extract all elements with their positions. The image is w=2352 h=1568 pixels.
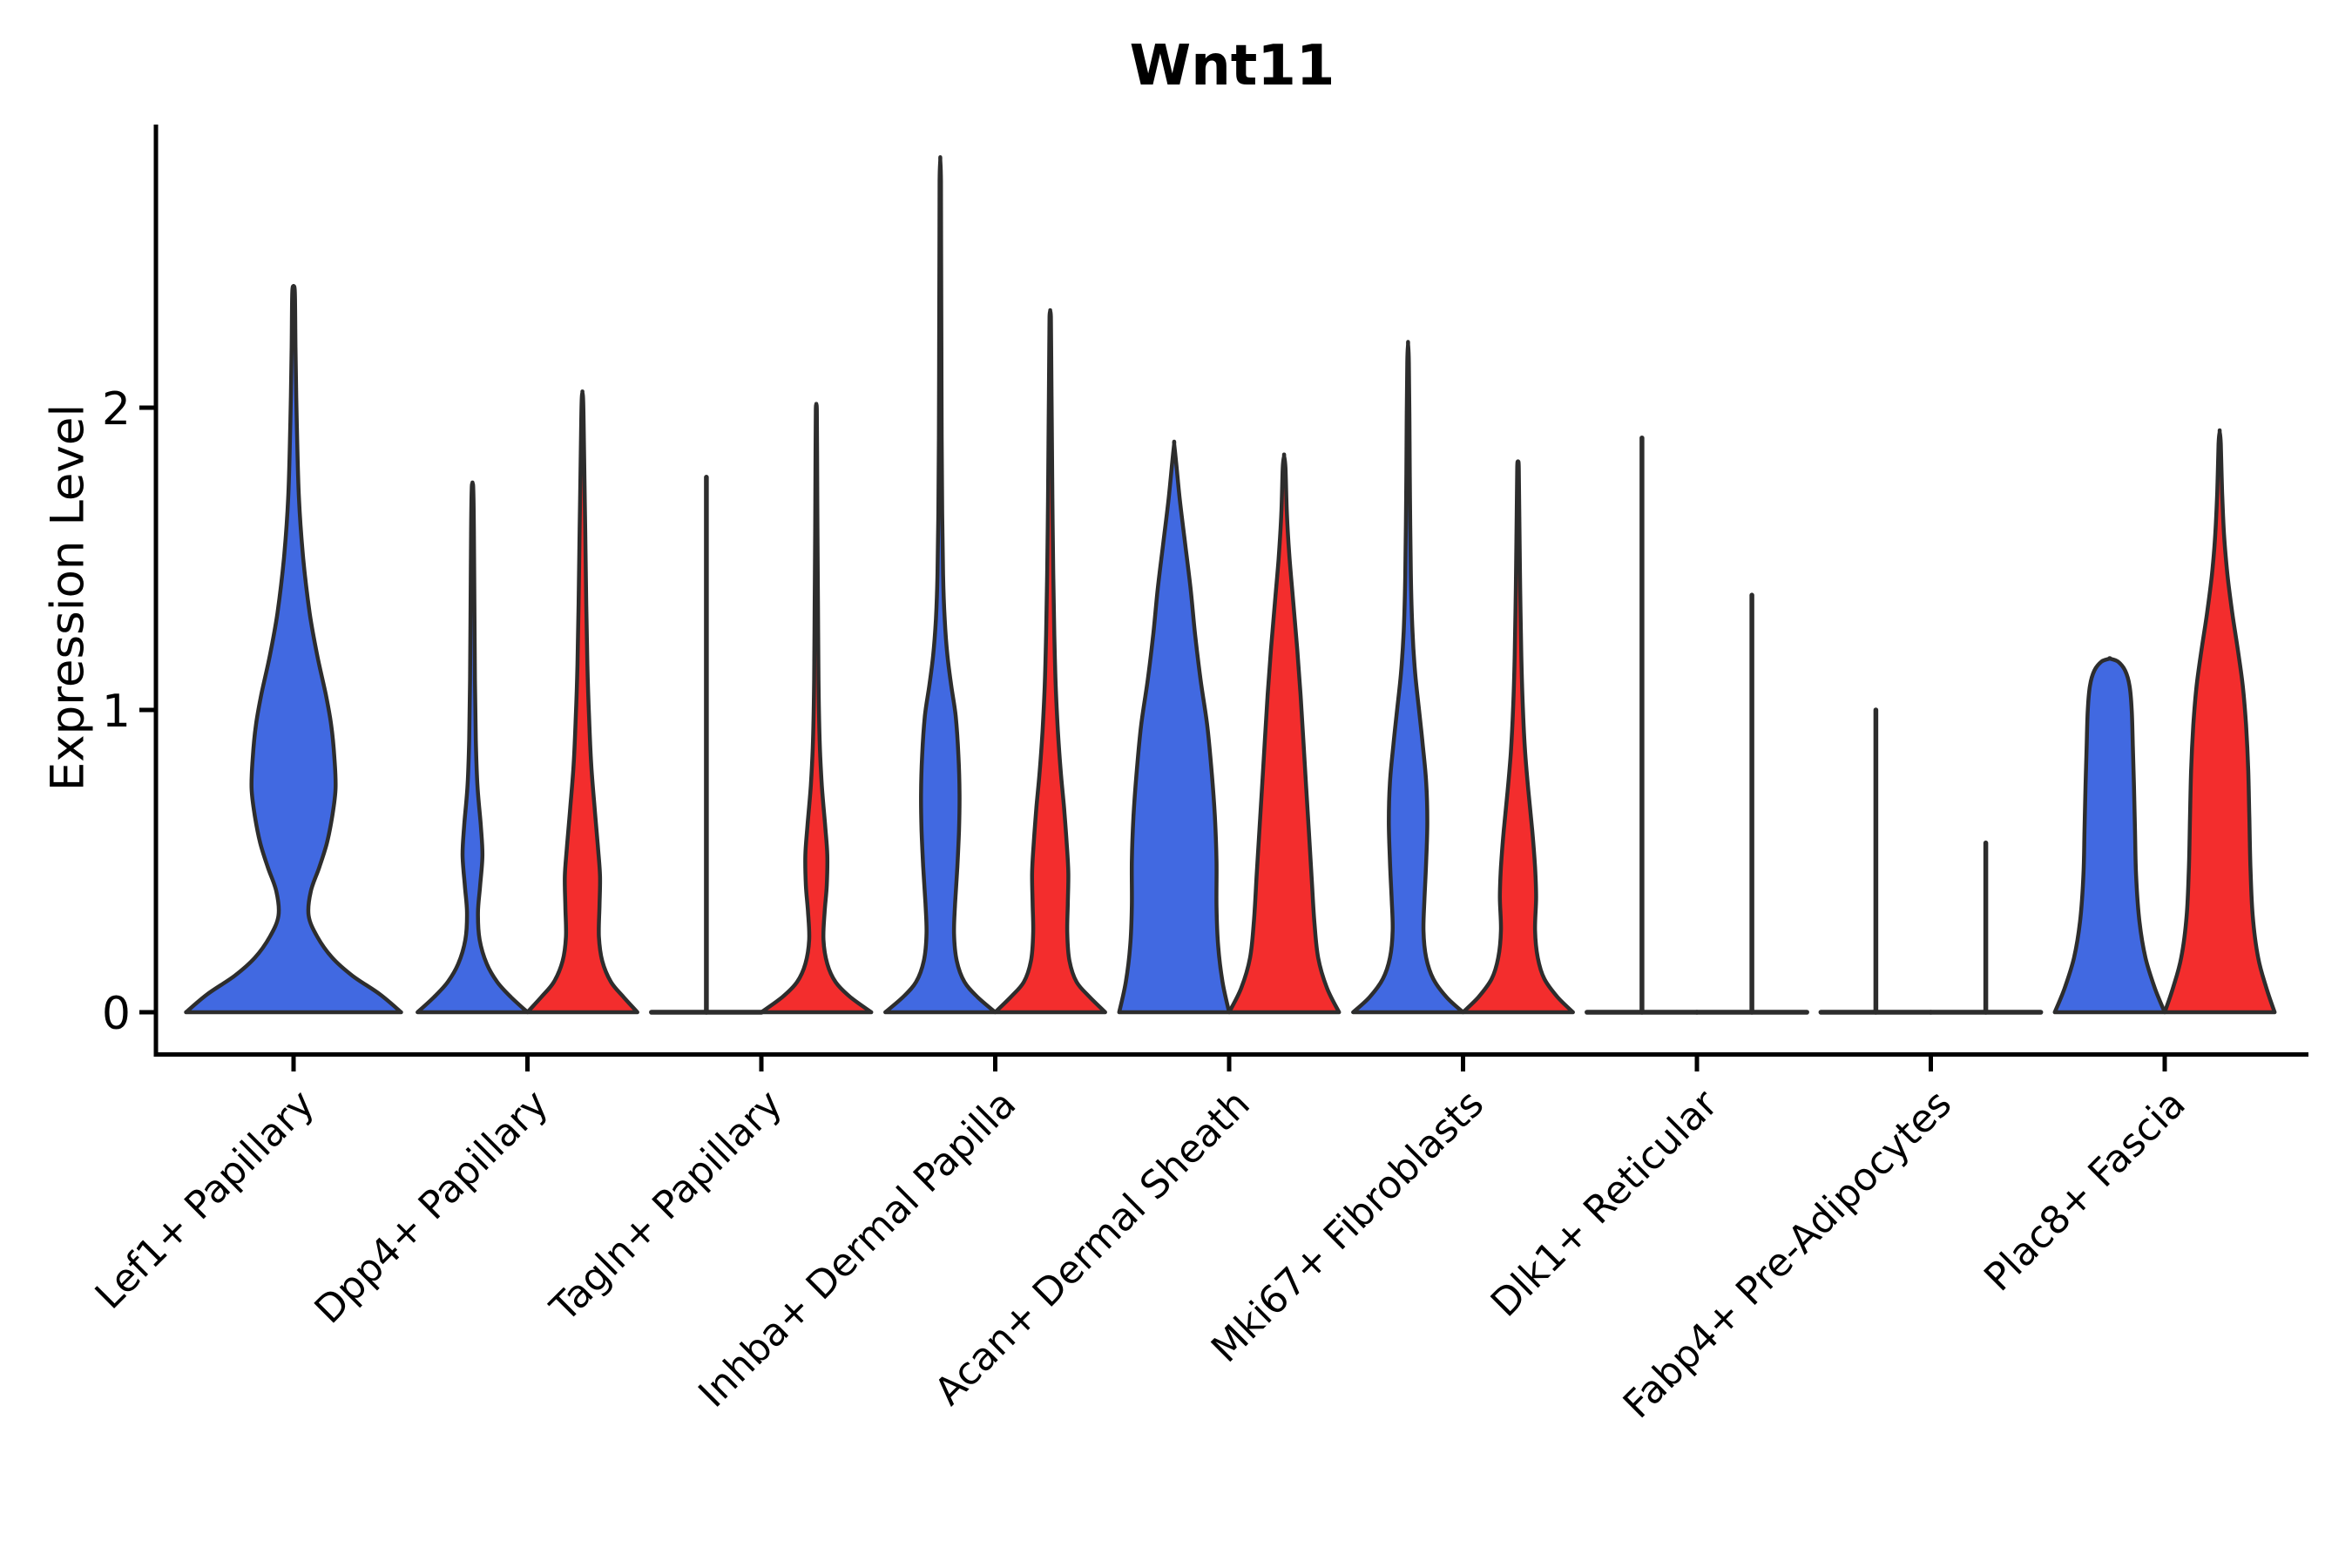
x-tick-label: Lef1+ Papillary [87, 1082, 323, 1318]
violin-4-red [1227, 452, 1342, 1015]
violin-3-blue [883, 155, 997, 1015]
x-tick-label: Tagln+ Papillary [542, 1082, 791, 1331]
y-tick-label: 0 [102, 988, 131, 1040]
violin-3-red [993, 308, 1107, 1015]
violin-5-blue [1351, 340, 1465, 1015]
x-tick-label: Dpp4+ Papillary [307, 1082, 558, 1333]
violin-8-red [2162, 428, 2277, 1015]
violin-1-blue [416, 480, 530, 1015]
violin-5-red [1461, 459, 1575, 1015]
violin-2-red [759, 402, 874, 1015]
chart-title: Wnt11 [1129, 34, 1335, 98]
violin-4-blue [1117, 439, 1232, 1015]
y-tick-label: 1 [102, 686, 131, 738]
y-tick-label: 2 [102, 383, 131, 436]
violin-1-red [525, 389, 639, 1015]
violin-0-blue [184, 284, 403, 1015]
violin-8-blue [2052, 656, 2167, 1015]
x-tick-label: Plac8+ Fascia [1976, 1082, 2194, 1301]
x-tick-label: Dlk1+ Reticular [1483, 1081, 1727, 1326]
